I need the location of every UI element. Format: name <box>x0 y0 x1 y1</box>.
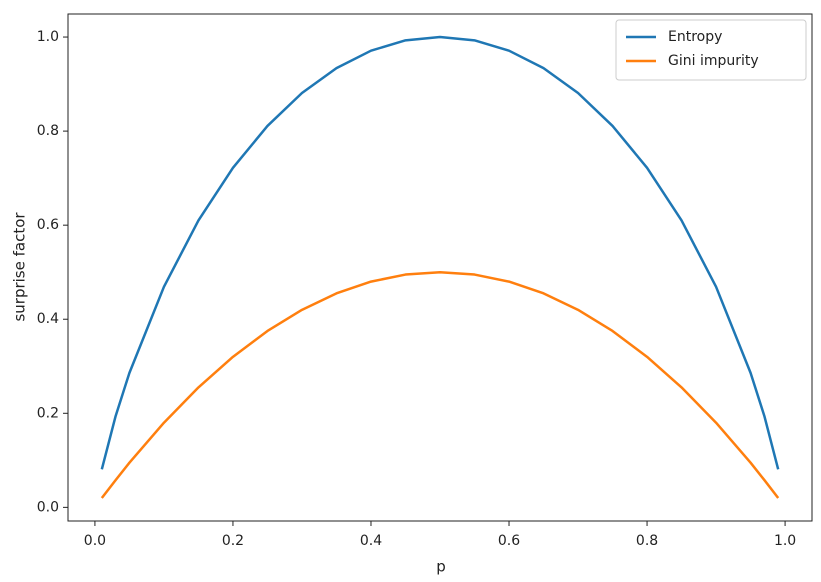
y-tick-label: 0.8 <box>37 123 59 139</box>
legend-box <box>615 19 807 81</box>
x-tick-label: 0.0 <box>84 533 106 549</box>
x-tick-label: 0.8 <box>636 533 658 549</box>
line <box>100 270 780 499</box>
x-tick-label: 0.6 <box>498 533 520 549</box>
line <box>100 35 780 470</box>
plot-frame <box>67 13 813 522</box>
x-tick-label: 1.0 <box>774 533 796 549</box>
y-tick-label: 0.6 <box>37 217 59 233</box>
legend-label: Gini impurity <box>668 53 759 69</box>
y-tick-label: 0.0 <box>37 499 59 515</box>
x-axis-label: p <box>436 558 446 576</box>
legend-label: Entropy <box>668 29 722 45</box>
y-axis-label: surprise factor <box>11 212 29 322</box>
x-tick-label: 0.2 <box>222 533 244 549</box>
y-tick-label: 1.0 <box>37 29 59 45</box>
x-tick-label: 0.4 <box>360 533 382 549</box>
y-tick-label: 0.4 <box>37 311 59 327</box>
y-tick-label: 0.2 <box>37 405 59 421</box>
